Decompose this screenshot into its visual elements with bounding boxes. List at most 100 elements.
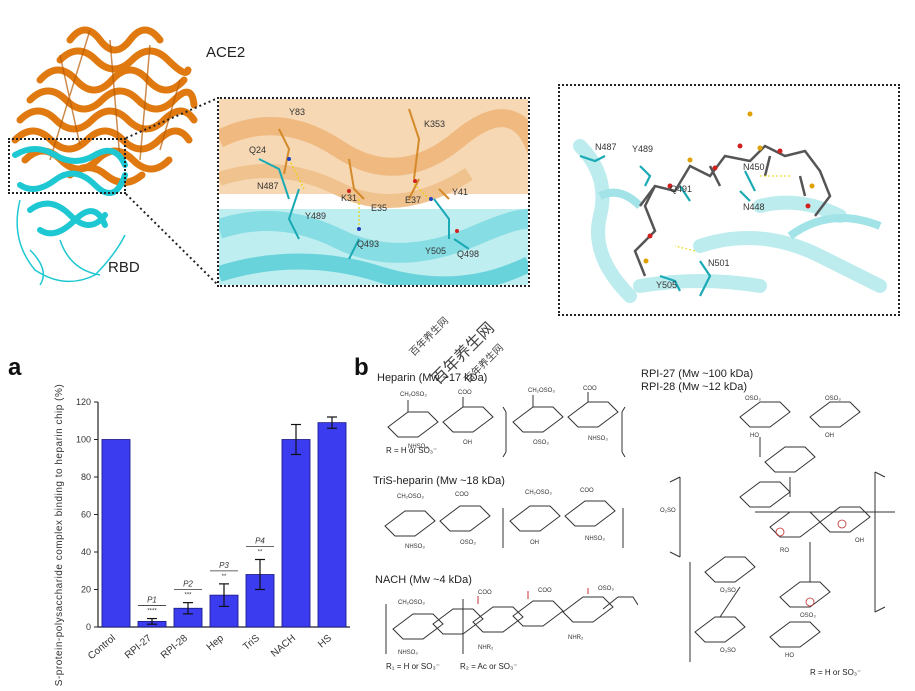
zoom-region-box bbox=[8, 138, 126, 194]
nach-r1-def: R₁ = H or SO₃⁻ bbox=[386, 662, 440, 671]
rpi-r-def: R = H or SO₃⁻ bbox=[810, 668, 862, 677]
svg-text:E37: E37 bbox=[405, 195, 421, 205]
heparin-title: Heparin (Mw ~17 kDa) bbox=[377, 372, 488, 384]
chart-annotations: P1 **** P2 *** P3 ** P4 ** bbox=[137, 537, 275, 615]
svg-text:NHR₂: NHR₂ bbox=[478, 645, 494, 651]
svg-text:Q498: Q498 bbox=[457, 249, 479, 259]
tris-heparin-structure: CH₂OSO₃ COO CH₂OSO₃ COO NHSO₃ OSO₃ OH NHSO₃ bbox=[384, 488, 624, 550]
svg-text:CH₂OSO₃: CH₂OSO₃ bbox=[400, 392, 427, 398]
svg-text:O₃SO: O₃SO bbox=[720, 588, 736, 594]
svg-text:Q493: Q493 bbox=[357, 239, 379, 249]
interface-zoom-panel: Y83 Q24 N487 Y489 K31 E35 K353 E37 Q493 … bbox=[217, 97, 530, 287]
y-tick-label: 80 bbox=[81, 472, 91, 482]
svg-text:Y505: Y505 bbox=[425, 246, 446, 256]
ace2-rbd-structure bbox=[11, 26, 198, 286]
rpi28-title: RPI-28 (Mw ~12 kDa) bbox=[641, 381, 748, 393]
svg-text:NHSO₃: NHSO₃ bbox=[588, 436, 608, 442]
y-tick-label: 100 bbox=[76, 435, 91, 445]
svg-text:NHSO₃: NHSO₃ bbox=[408, 444, 428, 450]
x-tick-label: RPI-27 bbox=[123, 633, 154, 662]
svg-text:COO: COO bbox=[478, 590, 492, 596]
svg-text:Y41: Y41 bbox=[452, 187, 468, 197]
svg-text:CH₂OSO₃: CH₂OSO₃ bbox=[397, 494, 424, 500]
x-tick-label: Control bbox=[86, 633, 118, 662]
x-tick-label: Hep bbox=[205, 633, 226, 654]
heparin-docking-panel: N487 Y489 Q491 N450 N448 N501 Y505 bbox=[558, 84, 900, 316]
bar-control bbox=[101, 439, 131, 628]
svg-text:COO: COO bbox=[538, 588, 552, 594]
svg-text:Y489: Y489 bbox=[305, 211, 326, 221]
svg-text:Y489: Y489 bbox=[632, 144, 653, 154]
panel-b-label: b bbox=[354, 354, 369, 381]
rbd-label: RBD bbox=[108, 259, 140, 276]
svg-text:OH: OH bbox=[463, 440, 472, 446]
svg-text:RO: RO bbox=[780, 548, 789, 554]
svg-text:NHSO₃: NHSO₃ bbox=[585, 536, 605, 542]
zoom-connector-lines bbox=[125, 97, 219, 286]
p-label: P1 bbox=[147, 596, 157, 605]
significance-stars: ** bbox=[258, 550, 263, 556]
svg-text:OSO₃: OSO₃ bbox=[825, 396, 841, 402]
svg-text:O₂SO: O₂SO bbox=[660, 508, 676, 514]
significance-stars: **** bbox=[147, 609, 157, 615]
bar-hs bbox=[317, 422, 347, 628]
svg-text:COO: COO bbox=[455, 492, 469, 498]
svg-text:N487: N487 bbox=[595, 142, 617, 152]
ace2-label: ACE2 bbox=[206, 44, 246, 61]
svg-text:O₃SO: O₃SO bbox=[720, 648, 736, 654]
svg-text:CH₂OSO₃: CH₂OSO₃ bbox=[528, 388, 555, 394]
heparin-r-def: R = H or SO₃⁻ bbox=[386, 446, 438, 455]
x-tick-label: HS bbox=[316, 633, 334, 651]
chart-y-axis-label: S-protein-polysaccharide complex binding… bbox=[54, 384, 65, 686]
binding-bar-chart: 0 20 40 60 80 100 120 P1 **** P2 *** P3 ** P4 ** Cont… bbox=[54, 384, 350, 686]
svg-text:OH: OH bbox=[855, 538, 864, 544]
y-tick-label: 60 bbox=[81, 510, 91, 520]
p-label: P2 bbox=[183, 580, 193, 589]
svg-text:NHSO₃: NHSO₃ bbox=[405, 544, 425, 550]
svg-text:HO: HO bbox=[750, 433, 759, 439]
rpi27-title: RPI-27 (Mw ~100 kDa) bbox=[641, 368, 754, 380]
svg-text:N450: N450 bbox=[743, 162, 765, 172]
svg-text:CH₂OSO₃: CH₂OSO₃ bbox=[525, 490, 552, 496]
svg-text:E35: E35 bbox=[371, 203, 387, 213]
svg-text:COO: COO bbox=[458, 390, 472, 396]
svg-text:Q24: Q24 bbox=[249, 145, 266, 155]
rpi-structure: OSO₃ OSO₃ HO OH O₂SO RO OH O₃SO OSO₃ O₃SO HO bbox=[660, 396, 895, 662]
svg-text:NHSO₃: NHSO₃ bbox=[398, 650, 418, 656]
chart-axes bbox=[94, 401, 350, 628]
svg-text:HO: HO bbox=[785, 653, 794, 659]
svg-text:OSO₃: OSO₃ bbox=[533, 440, 549, 446]
svg-text:N487: N487 bbox=[257, 181, 279, 191]
nach-title: NACH (Mw ~4 kDa) bbox=[375, 574, 472, 586]
p-label: P3 bbox=[219, 561, 229, 570]
svg-text:COO: COO bbox=[580, 488, 594, 494]
x-tick-label: RPI-28 bbox=[159, 633, 190, 662]
p-label: P4 bbox=[255, 537, 265, 546]
chart-y-tick-labels: 0 20 40 60 80 100 120 bbox=[76, 397, 91, 632]
significance-stars: *** bbox=[184, 593, 192, 599]
y-tick-label: 20 bbox=[81, 585, 91, 595]
svg-text:N501: N501 bbox=[708, 258, 730, 268]
svg-text:N448: N448 bbox=[743, 202, 765, 212]
significance-stars: ** bbox=[222, 574, 227, 580]
nach-r2-def: R₂ = Ac or SO₃⁻ bbox=[460, 662, 518, 671]
x-tick-label: NACH bbox=[269, 633, 298, 660]
svg-text:Q491: Q491 bbox=[670, 184, 692, 194]
nach-structure: CH₂OSO₃ COO COO OSO₃ NHSO₃ NHR₂ NHR₂ bbox=[385, 586, 638, 656]
panel-a-label: a bbox=[8, 354, 22, 381]
svg-text:OSO₃: OSO₃ bbox=[745, 396, 761, 402]
svg-text:OSO₃: OSO₃ bbox=[460, 540, 476, 546]
svg-text:K353: K353 bbox=[424, 119, 445, 129]
interface-zoom-render: Y83 Q24 N487 Y489 K31 E35 K353 E37 Q493 … bbox=[219, 99, 528, 285]
svg-text:Y505: Y505 bbox=[656, 280, 677, 290]
bar-nach bbox=[281, 439, 311, 628]
tris-heparin-title: TriS-heparin (Mw ~18 kDa) bbox=[373, 475, 505, 487]
heparin-structure: CH₂OSO₃ COO CH₂OSO₃ COO NHSO₃ OH OSO₃ NHSO₃ bbox=[387, 386, 626, 458]
y-tick-label: 0 bbox=[86, 622, 91, 632]
svg-text:OSO₃: OSO₃ bbox=[598, 586, 614, 592]
chart-x-tick-labels: Control RPI-27 RPI-28 Hep TriS NACH HS bbox=[86, 633, 334, 662]
x-tick-label: TriS bbox=[241, 633, 262, 653]
y-tick-label: 120 bbox=[76, 397, 91, 407]
svg-text:COO: COO bbox=[583, 386, 597, 392]
heparin-docking-render: N487 Y489 Q491 N450 N448 N501 Y505 bbox=[573, 111, 887, 303]
